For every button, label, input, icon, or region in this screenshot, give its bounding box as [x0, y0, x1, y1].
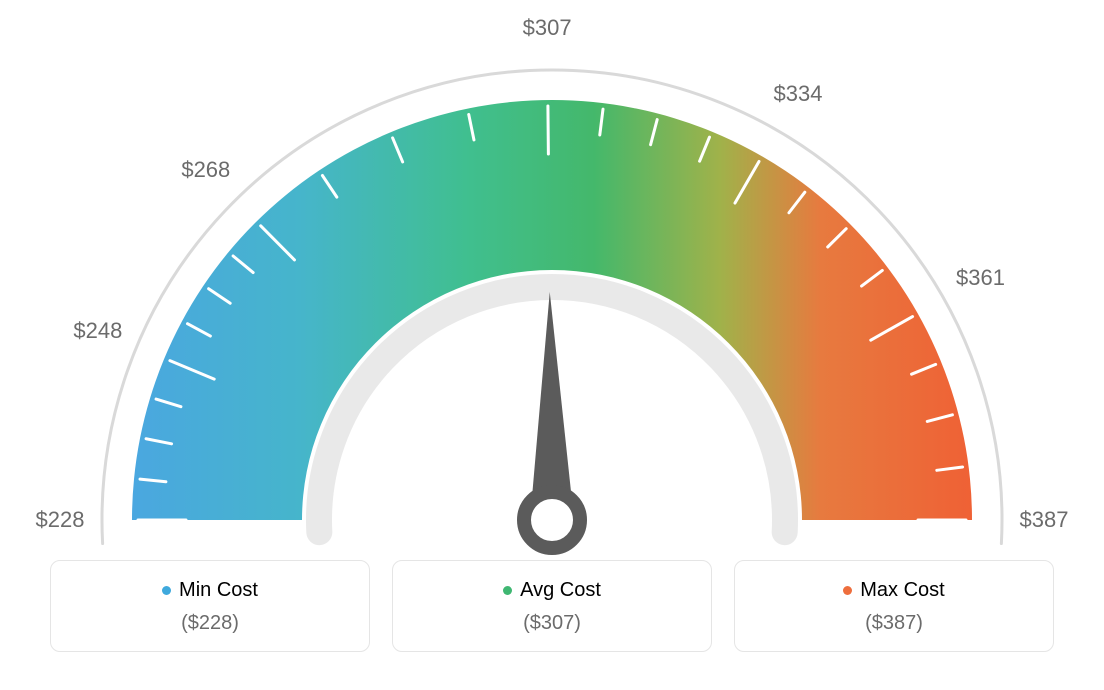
- gauge-svg: [0, 0, 1104, 560]
- legend-dot-avg: [503, 586, 512, 595]
- gauge-tick-label: $248: [73, 318, 122, 344]
- gauge-tick-label: $307: [523, 15, 572, 41]
- gauge-tick-label: $268: [181, 157, 230, 183]
- legend-dot-min: [162, 586, 171, 595]
- gauge-tick-label: $387: [1020, 507, 1069, 533]
- legend-label-avg: Avg Cost: [520, 579, 601, 602]
- legend-value-avg: ($307): [403, 612, 701, 635]
- gauge-tick-label: $334: [774, 81, 823, 107]
- gauge-tick-label: $228: [36, 507, 85, 533]
- legend-row: Min Cost ($228) Avg Cost ($307) Max Cost…: [0, 560, 1104, 652]
- legend-label-max: Max Cost: [860, 579, 944, 602]
- legend-label-min: Min Cost: [179, 579, 258, 602]
- cost-gauge-chart: $228 $248 $268 $307 $334 $361 $387: [0, 0, 1104, 560]
- gauge-tick-label: $361: [956, 265, 1005, 291]
- legend-value-min: ($228): [61, 612, 359, 635]
- legend-card-min: Min Cost ($228): [50, 560, 370, 652]
- legend-card-max: Max Cost ($387): [734, 560, 1054, 652]
- legend-value-max: ($387): [745, 612, 1043, 635]
- legend-dot-max: [843, 586, 852, 595]
- legend-card-avg: Avg Cost ($307): [392, 560, 712, 652]
